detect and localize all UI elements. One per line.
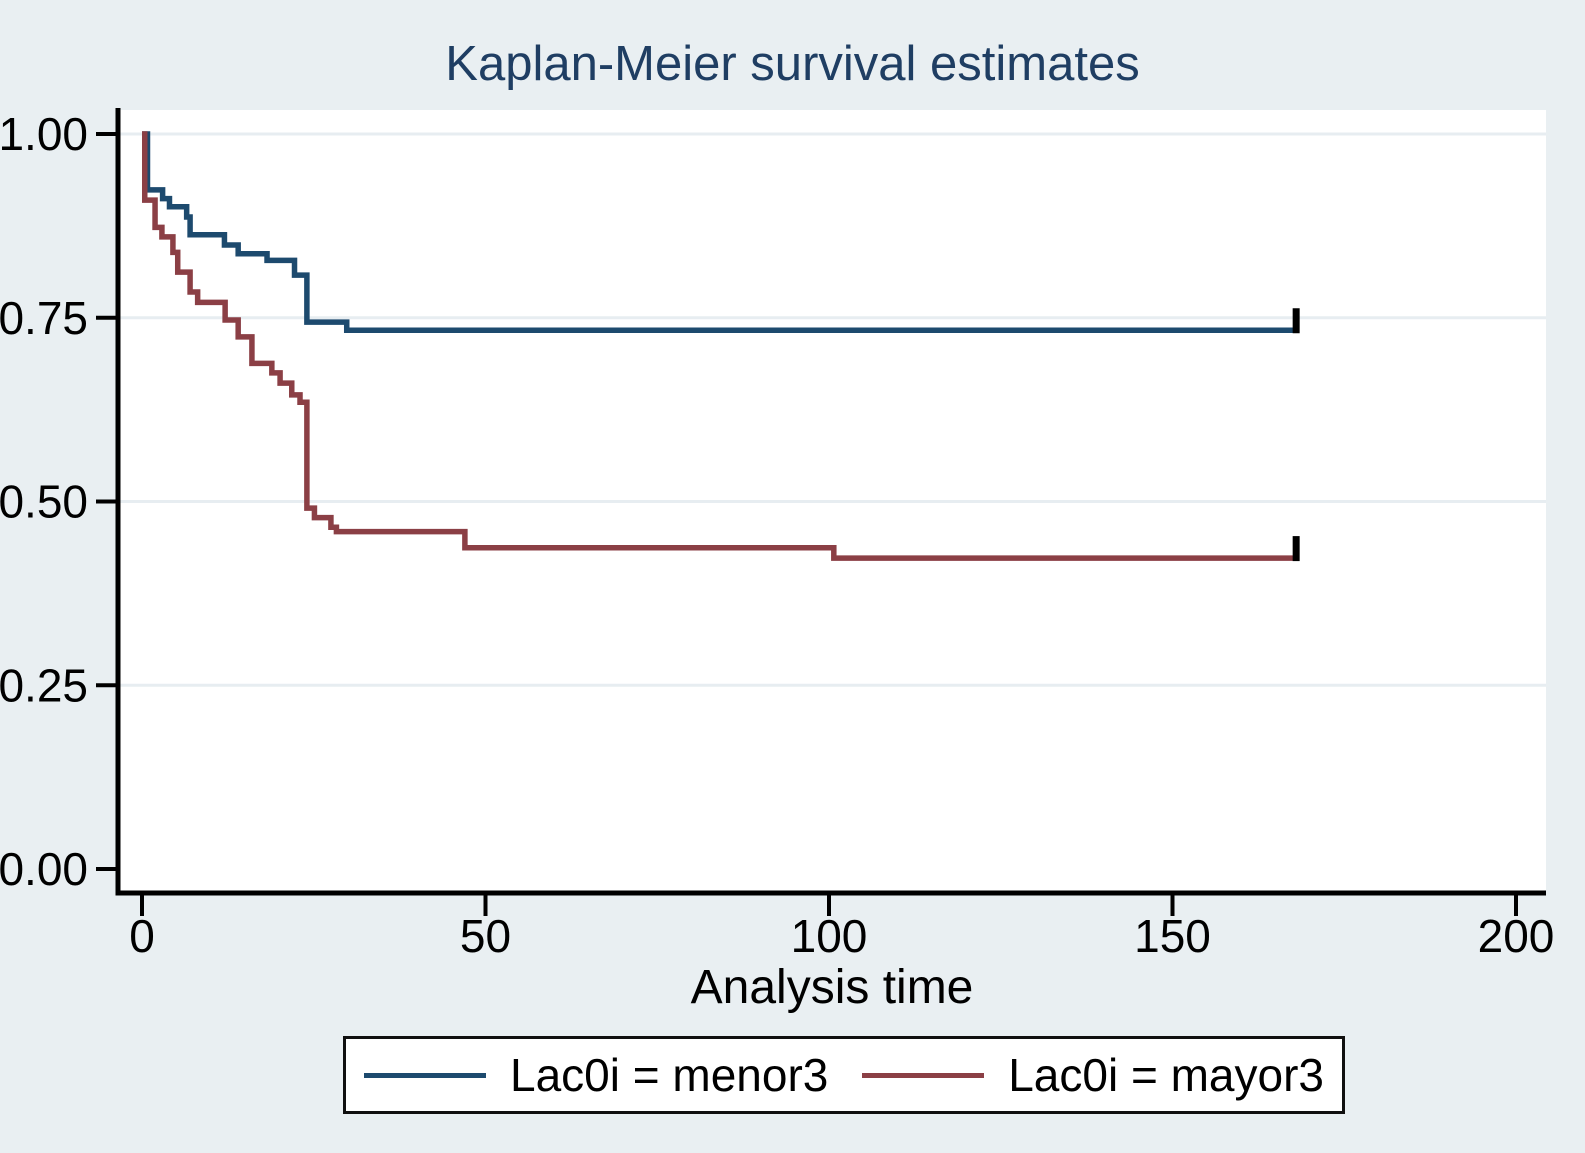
- x-tick-label: 200: [1478, 910, 1555, 962]
- chart-title: Kaplan-Meier survival estimates: [445, 37, 1140, 91]
- x-tick-label: 50: [460, 910, 511, 962]
- legend-line-menor3: [364, 1072, 486, 1078]
- legend-label-menor3: Lac0i = menor3: [510, 1049, 829, 1101]
- y-tick-label: 1.00: [0, 108, 88, 160]
- legend-item-menor3: Lac0i = menor3: [364, 1048, 828, 1102]
- x-tick-label: 0: [129, 910, 155, 962]
- legend-line-mayor3: [862, 1072, 985, 1078]
- survival-curve-mayor3: [141, 131, 1297, 561]
- legend-item-mayor3: Lac0i = mayor3: [862, 1048, 1324, 1102]
- x-axis-label: Analysis time: [690, 961, 974, 1014]
- y-tick-label: 0.00: [0, 843, 88, 895]
- legend-label-mayor3: Lac0i = mayor3: [1008, 1049, 1324, 1101]
- x-tick-label: 100: [791, 910, 868, 962]
- y-tick-label: 0.75: [0, 292, 88, 344]
- survival-curve-menor3: [142, 131, 1297, 333]
- y-tick-label: 0.50: [0, 476, 88, 528]
- x-tick-label: 150: [1134, 910, 1211, 962]
- y-tick-label: 0.25: [0, 659, 88, 711]
- legend-box: Lac0i = menor3 Lac0i = mayor3: [343, 1036, 1345, 1114]
